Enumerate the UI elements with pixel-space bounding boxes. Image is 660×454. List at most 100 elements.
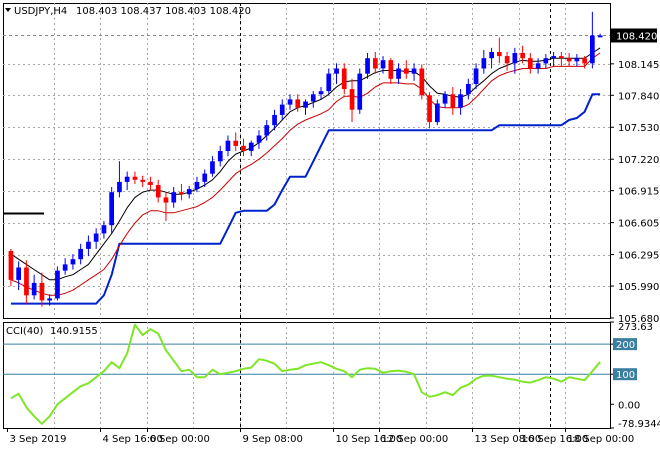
candle [450, 94, 456, 108]
candle [365, 58, 370, 74]
candle [512, 53, 518, 64]
ohlc-values: 108.403 108.437 108.403 108.420 [76, 6, 251, 17]
candle [24, 267, 29, 296]
candle [62, 264, 68, 271]
candle [287, 99, 293, 105]
candle [217, 151, 223, 162]
cci-level-label: 100 [616, 370, 635, 381]
candle [489, 52, 494, 59]
candle [303, 101, 308, 108]
cci-tick-label: -78.9344 [618, 419, 660, 430]
candle [520, 53, 525, 59]
candle [163, 197, 169, 203]
moving-average-red [10, 52, 601, 296]
candle [481, 58, 487, 69]
candles [8, 11, 603, 307]
candle [504, 56, 510, 64]
candle [535, 63, 541, 69]
x-tick-label: 10 Sep 16:00 [336, 434, 403, 445]
y-tick-label: 107.530 [618, 123, 659, 134]
candle [396, 68, 401, 79]
x-tick-label: 6 Sep 00:00 [150, 434, 210, 445]
y-tick-label: 106.605 [618, 219, 659, 230]
x-tick-label: 9 Sep 08:00 [243, 434, 303, 445]
candle [256, 135, 262, 143]
candle [419, 68, 425, 96]
candle [31, 282, 37, 296]
candle [124, 176, 130, 182]
candle [16, 267, 21, 280]
candle [442, 94, 448, 104]
candle [326, 73, 332, 92]
candle [248, 142, 254, 151]
cci-tick-label: 0.00 [618, 400, 640, 411]
candle [373, 58, 378, 69]
candle [435, 103, 440, 123]
candle [590, 35, 595, 64]
candle [132, 176, 138, 180]
candle [597, 35, 603, 38]
candle [186, 189, 192, 195]
candle [574, 58, 580, 62]
dropdown-triangle-icon [5, 8, 11, 12]
candle [225, 140, 231, 151]
candle [543, 58, 549, 64]
y-tick-label: 105.990 [618, 282, 659, 293]
candle [295, 99, 301, 108]
cci-tick-label: 273.63 [618, 322, 653, 333]
current-price-label: 108.420 [616, 31, 657, 42]
candle [93, 233, 99, 242]
candle [334, 68, 339, 74]
y-tick-label: 105.680 [618, 314, 659, 325]
candle [318, 91, 324, 95]
candle [202, 173, 208, 182]
candle [427, 95, 432, 123]
x-tick-label: 12 Sep 00:00 [382, 434, 449, 445]
candle [341, 68, 347, 90]
current-price-box [611, 28, 657, 43]
candle [55, 270, 60, 299]
candle [411, 68, 417, 74]
candle [171, 192, 177, 203]
cci-level-label: 200 [616, 340, 635, 351]
candle [349, 89, 355, 110]
candle [194, 181, 200, 190]
candle [140, 179, 146, 182]
y-tick-label: 106.295 [618, 251, 659, 262]
level-label-box [613, 368, 637, 381]
candle [566, 58, 572, 62]
x-tick-label: 3 Sep 2019 [10, 434, 67, 445]
candle [47, 298, 52, 301]
indicator-value: 140.9155 [50, 326, 98, 337]
candle [497, 52, 502, 57]
y-tick-label: 107.220 [618, 155, 659, 166]
candle [155, 185, 161, 198]
candle [458, 94, 463, 108]
grid-lines [3, 3, 610, 428]
y-tick-label: 107.840 [618, 91, 659, 102]
main-pane-frame [3, 3, 611, 319]
candle [582, 58, 587, 64]
candle [279, 104, 285, 115]
candle [559, 56, 564, 59]
x-tick-label: 4 Sep 16:00 [103, 434, 163, 445]
y-tick-label: 108.145 [618, 60, 659, 71]
x-tick-label: 16 Sep 16:00 [522, 434, 589, 445]
candle [466, 83, 471, 95]
cci-line [10, 323, 601, 425]
indicator-pane-frame [3, 322, 611, 429]
candle [148, 181, 153, 185]
candle [404, 68, 409, 74]
candle [101, 225, 107, 234]
candle [39, 282, 45, 301]
candle [179, 192, 184, 195]
candle [473, 68, 479, 84]
candle [272, 114, 277, 126]
candle [86, 241, 91, 249]
candle [8, 251, 14, 280]
candle [70, 259, 76, 265]
candle [233, 140, 239, 146]
candle [264, 125, 270, 136]
